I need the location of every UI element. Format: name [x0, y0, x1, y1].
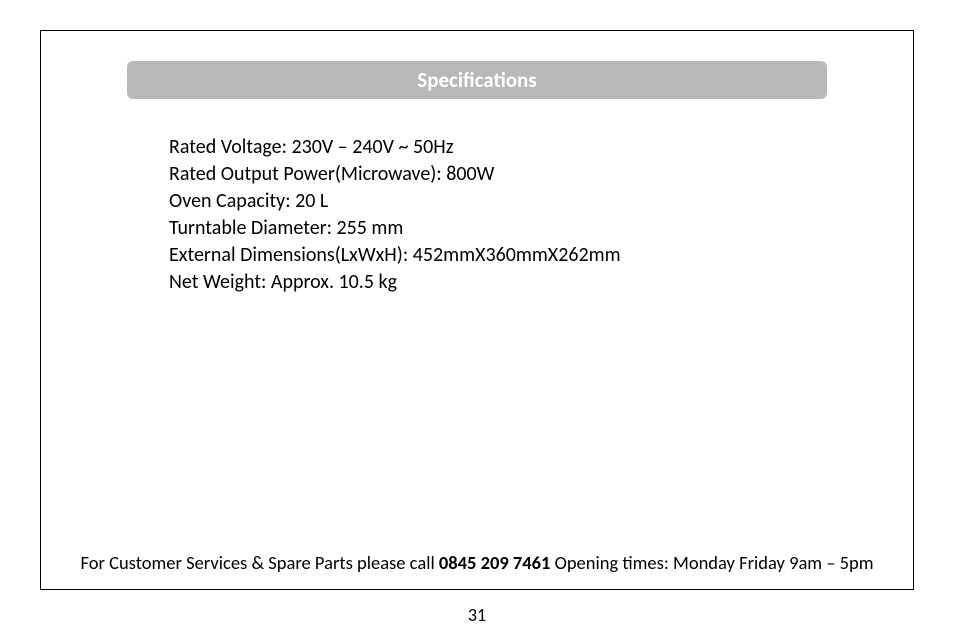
footer-phone-number: 0845 209 7461: [439, 551, 551, 574]
specifications-title: Specifications: [417, 67, 536, 93]
specifications-header-bar: Specifications: [127, 61, 827, 99]
spec-line: Rated Voltage: 230V – 240V ~ 50Hz: [169, 134, 893, 161]
spec-line: Net Weight: Approx. 10.5 kg: [169, 269, 893, 296]
page-frame: Specifications Rated Voltage: 230V – 240…: [40, 30, 914, 590]
page-number: 31: [0, 604, 954, 626]
spec-line: Turntable Diameter: 255 mm: [169, 215, 893, 242]
specifications-list: Rated Voltage: 230V – 240V ~ 50Hz Rated …: [169, 134, 893, 296]
spec-line: Rated Output Power(Microwave): 800W: [169, 161, 893, 188]
footer-prefix: For Customer Services & Spare Parts plea…: [80, 551, 438, 574]
spec-line: Oven Capacity: 20 L: [169, 188, 893, 215]
footer-suffix: Opening times: Monday Friday 9am – 5pm: [550, 551, 873, 574]
spec-line: External Dimensions(LxWxH): 452mmX360mmX…: [169, 242, 893, 269]
customer-service-footer: For Customer Services & Spare Parts plea…: [41, 551, 913, 574]
